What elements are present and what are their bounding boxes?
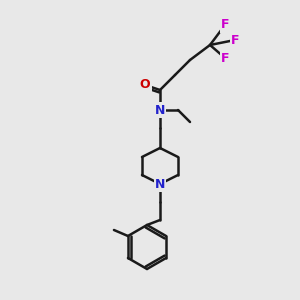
Text: N: N [155, 103, 165, 116]
Text: F: F [221, 19, 229, 32]
Text: N: N [155, 178, 165, 190]
Text: F: F [231, 34, 239, 46]
Text: O: O [140, 79, 150, 92]
Text: F: F [221, 52, 229, 64]
